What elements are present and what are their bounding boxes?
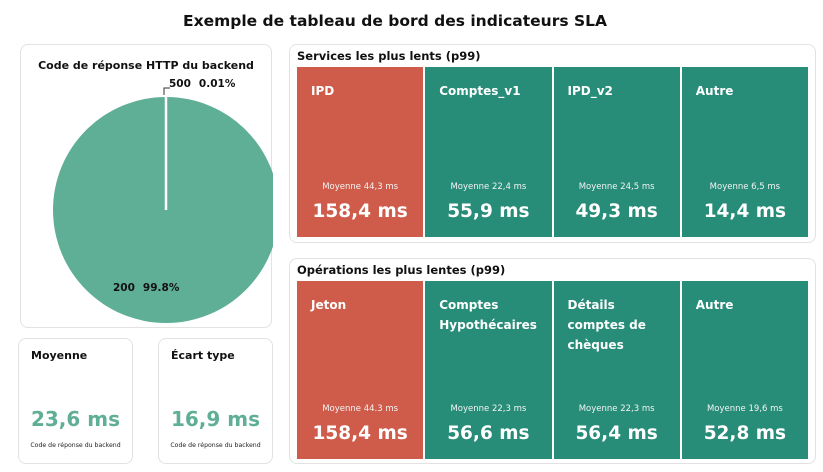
operation-name: Autre bbox=[695, 298, 734, 312]
average-value: 23,6 ms bbox=[30, 407, 121, 431]
service-tile[interactable]: IPD_v2 Moyenne 24,5 ms 49,3 ms bbox=[553, 67, 680, 237]
service-p99: 55,9 ms bbox=[447, 201, 530, 222]
service-name: Autre bbox=[695, 84, 734, 98]
service-tile[interactable]: IPD Moyenne 44,3 ms 158,4 ms bbox=[297, 67, 424, 237]
operation-name: Comptes Hypothécaires bbox=[439, 298, 537, 332]
operation-tile[interactable]: Comptes Hypothécaires Moyenne 22,3 ms 56… bbox=[425, 281, 552, 459]
pie-slice-200 bbox=[53, 97, 273, 323]
average-card: Moyenne 23,6 ms Code de réponse du backe… bbox=[18, 338, 133, 464]
pie-card-title: Code de réponse HTTP du backend bbox=[38, 59, 254, 72]
operation-average: Moyenne 44.3 ms bbox=[322, 404, 399, 414]
page-title: Exemple de tableau de bord des indicateu… bbox=[182, 12, 608, 30]
service-name: IPD_v2 bbox=[567, 84, 613, 98]
operation-average: Moyenne 22,3 ms bbox=[578, 404, 655, 414]
std-dev-subtitle: Code de réponse du backend bbox=[170, 442, 261, 449]
operation-p99: 52,8 ms bbox=[703, 423, 787, 444]
pie-label-500: 500 0.01% bbox=[169, 78, 235, 90]
pie-label-200: 200 99.8% bbox=[113, 282, 179, 294]
operation-name: Détails comptes de chèques bbox=[567, 298, 646, 352]
std-dev-card: Écart type 16,9 ms Code de réponse du ba… bbox=[158, 338, 273, 464]
service-name: IPD bbox=[311, 84, 335, 98]
operation-p99: 158,4 ms bbox=[312, 423, 408, 444]
operation-tile[interactable]: Autre Moyenne 19,6 ms 52,8 ms bbox=[681, 281, 808, 459]
service-average: Moyenne 44,3 ms bbox=[322, 182, 399, 192]
http-response-pie-chart bbox=[53, 87, 273, 323]
service-average: Moyenne 22,4 ms bbox=[450, 182, 527, 192]
pie-label-200-percent: 99.8% bbox=[142, 282, 180, 294]
operation-tile[interactable]: Jeton Moyenne 44.3 ms 158,4 ms bbox=[297, 281, 424, 459]
service-average: Moyenne 24,5 ms bbox=[578, 182, 655, 192]
services-panel-title: Services les plus lents (p99) bbox=[297, 49, 481, 63]
operation-p99: 56,4 ms bbox=[575, 423, 658, 444]
services-tiles: IPD Moyenne 44,3 ms 158,4 ms Comptes_v1 … bbox=[297, 67, 808, 237]
service-tile[interactable]: Comptes_v1 Moyenne 22,4 ms 55,9 ms bbox=[425, 67, 552, 237]
operations-tiles: Jeton Moyenne 44.3 ms 158,4 ms Comptes H… bbox=[297, 281, 808, 459]
average-title: Moyenne bbox=[31, 349, 88, 362]
http-response-code-card: Code de réponse HTTP du backend 500 0.01%… bbox=[20, 44, 273, 328]
operation-average: Moyenne 22,3 ms bbox=[450, 404, 527, 414]
operation-name: Jeton bbox=[311, 298, 347, 312]
service-name: Comptes_v1 bbox=[439, 84, 521, 98]
slowest-operations-panel: Opérations les plus lentes (p99) Jeton M… bbox=[289, 258, 816, 464]
pie-label-200-code: 200 bbox=[113, 282, 135, 294]
operation-p99: 56,6 ms bbox=[447, 423, 530, 444]
service-p99: 14,4 ms bbox=[703, 201, 787, 222]
service-average: Moyenne 6,5 ms bbox=[709, 182, 781, 192]
operation-average: Moyenne 19,6 ms bbox=[706, 404, 783, 414]
std-dev-title: Écart type bbox=[171, 349, 235, 362]
service-p99: 158,4 ms bbox=[312, 201, 408, 222]
pie-label-500-percent: 0.01% bbox=[198, 78, 236, 90]
operations-panel-title: Opérations les plus lentes (p99) bbox=[297, 263, 506, 277]
average-subtitle: Code de réponse du backend bbox=[30, 442, 121, 449]
service-p99: 49,3 ms bbox=[575, 201, 658, 222]
std-dev-value: 16,9 ms bbox=[170, 407, 261, 431]
pie-leader-line bbox=[163, 87, 170, 95]
service-tile[interactable]: Autre Moyenne 6,5 ms 14,4 ms bbox=[681, 67, 808, 237]
operation-tile[interactable]: Détails comptes de chèques Moyenne 22,3 … bbox=[553, 281, 680, 459]
slowest-services-panel: Services les plus lents (p99) IPD Moyenn… bbox=[289, 44, 816, 243]
pie-label-500-code: 500 bbox=[169, 78, 191, 90]
